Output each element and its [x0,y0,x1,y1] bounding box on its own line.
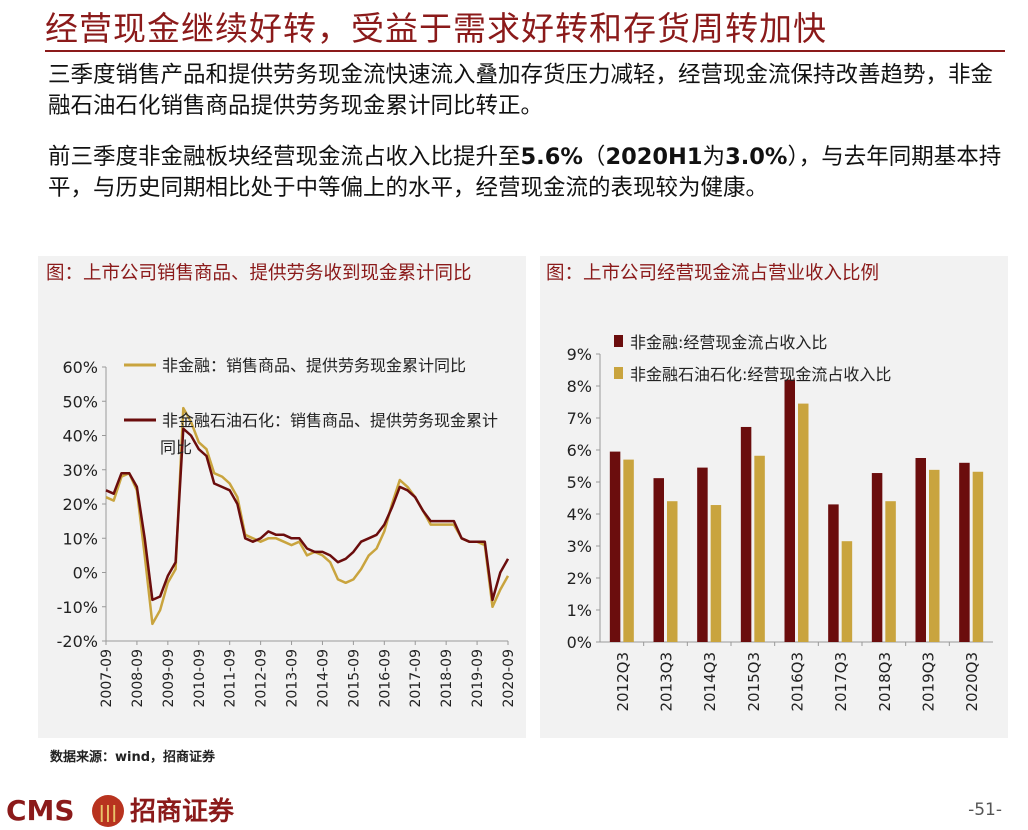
line-y-tick-label: 10% [62,529,98,548]
bar-y-tick-label: 8% [567,377,592,396]
bar-2014Q3-series-2 [710,505,722,642]
bar-legend-label-2: 非金融石油石化:经营现金流占收入比 [630,365,891,384]
cms-logo-text: CMS [6,794,75,827]
bar-chart-title: 图：上市公司经营现金流占营业收入比例 [546,263,880,284]
bar-2017Q3-series-2 [841,541,853,642]
line-x-tick-label: 2008-09 [130,649,146,708]
bar-x-tick-label: 2018Q3 [876,652,894,712]
page-title: 经营现金继续好转，受益于需求好转和存货周转加快 [45,9,827,48]
bar-2017Q3-series-1 [828,504,839,642]
line-x-tick-label: 2007-09 [99,649,115,708]
summary-paragraph-1: 三季度销售产品和提供劳务现金流快速流入叠加存货压力减轻，经营现金流保持改善趋势，… [48,62,994,119]
bar-y-tick-label: 2% [567,569,592,588]
bar-legend-label-1: 非金融:经营现金流占收入比 [630,333,827,352]
svg-text:|||: ||| [99,803,118,823]
bar-2014Q3-series-1 [697,467,708,642]
bar-legend-swatch-1 [614,335,623,347]
bar-2019Q3-series-1 [915,458,926,642]
bar-2013Q3-series-2 [667,501,678,642]
line-y-tick-label: 20% [62,495,98,514]
bar-x-tick-label: 2013Q3 [658,652,676,712]
line-series-1 [105,406,510,626]
bar-y-tick-label: 4% [567,505,592,524]
line-y-tick-label: 40% [62,427,98,446]
bar-2016Q3-series-2 [798,403,809,642]
line-x-tick-label: 2019-09 [470,649,486,708]
bar-2012Q3-series-2 [623,459,634,642]
bar-2018Q3-series-2 [885,501,896,642]
line-x-tick-label: 2014-09 [315,649,331,708]
bar-x-tick-label: 2012Q3 [614,652,632,712]
line-y-tick-label: 30% [62,461,98,480]
bar-y-tick-label: 0% [567,633,592,652]
line-x-tick-label: 2017-09 [408,649,424,708]
line-x-tick-label: 2018-09 [439,649,455,708]
line-x-tick-label: 2012-09 [254,649,270,708]
cms-logo-name: 招商证券 [130,796,235,827]
line-y-tick-label: -20% [57,632,98,651]
bar-y-tick-label: 9% [567,345,592,364]
line-y-tick-label: 50% [62,392,98,411]
line-legend-label-2: 非金融石油石化：销售商品、提供劳务现金累计同比 [160,411,498,457]
bar-y-tick-label: 3% [567,537,592,556]
bar-2020Q3-series-1 [959,462,970,642]
line-x-tick-label: 2016-09 [377,649,393,708]
bar-x-tick-label: 2017Q3 [832,652,850,712]
line-x-tick-label: 2015-09 [346,649,362,708]
line-legend-label-1: 非金融：销售商品、提供劳务现金累计同比 [162,356,466,375]
line-x-tick-label: 2010-09 [192,649,208,708]
bar-chart: 9% 8% 7% 6% 5% 4% 3% 2% 1% 0% 2012Q3 2013Q3 2014Q3 20… [567,333,993,712]
title-divider [45,50,1005,52]
bar-2013Q3-series-1 [653,478,664,642]
bar-x-tick-label: 2020Q3 [963,652,981,712]
line-y-tick-label: -10% [57,598,98,617]
data-source: 数据来源：wind，招商证券 [50,750,216,765]
bar-2012Q3-series-1 [609,451,621,642]
bar-x-tick-label: 2019Q3 [920,652,938,712]
line-chart-panel [38,256,526,738]
bar-y-tick-label: 1% [567,601,592,620]
bar-2019Q3-series-2 [929,469,940,642]
bar-x-tick-label: 2015Q3 [745,652,763,712]
page-number: -51- [968,800,1002,820]
line-chart: 60% 50% 40% 30% 20% 10% 0% -10% -20%2007-09 2008-… [57,356,517,708]
bar-x-tick-label: 2016Q3 [789,652,807,712]
line-y-tick-label: 60% [62,358,98,377]
bar-2016Q3-series-1 [784,379,795,642]
line-chart-title: 图：上市公司销售商品、提供劳务收到现金累计同比 [46,263,472,284]
line-x-tick-label: 2009-09 [161,649,177,708]
line-x-tick-label: 2020-09 [501,649,517,708]
bar-2018Q3-series-1 [871,473,883,642]
bar-x-tick-label: 2014Q3 [701,652,719,712]
line-y-tick-label: 0% [73,564,98,583]
bar-y-tick-label: 6% [567,441,592,460]
line-series-2 [105,427,510,602]
bar-legend-swatch-2 [614,367,623,379]
line-x-tick-label: 2011-09 [223,649,239,708]
bar-2015Q3-series-2 [754,455,765,642]
bar-y-tick-label: 7% [567,409,592,428]
line-x-tick-label: 2013-09 [285,649,301,708]
logo-emblem-icon [92,795,124,827]
cms-logo: CMS ||| 招商证券 [6,794,235,827]
bar-2015Q3-series-1 [740,426,752,642]
summary-paragraph-2: 前三季度非金融板块经营现金流占收入比提升至5.6%（2020H1为3.0%），与… [48,144,1002,201]
bar-2020Q3-series-2 [972,471,984,642]
bar-y-tick-label: 5% [567,473,592,492]
